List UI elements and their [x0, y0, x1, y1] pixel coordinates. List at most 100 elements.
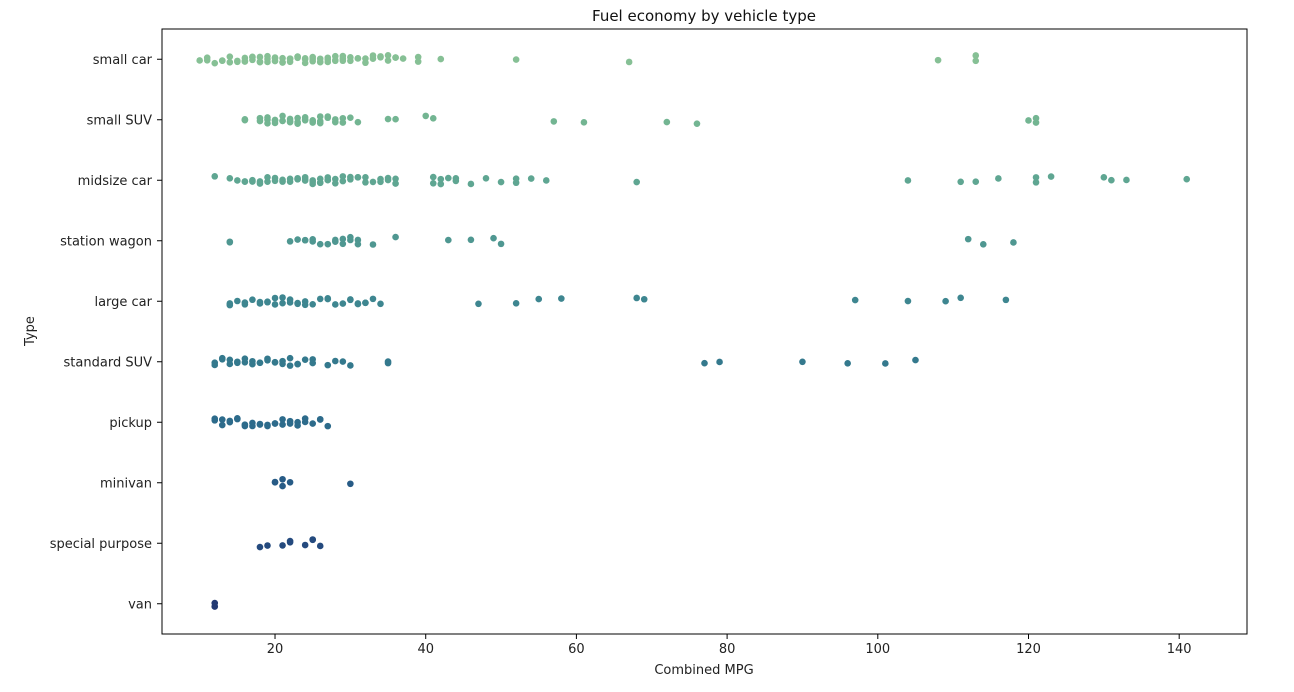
- data-point: [331, 357, 339, 365]
- data-point: [226, 53, 234, 60]
- data-point: [716, 358, 723, 366]
- data-point: [241, 116, 249, 124]
- data-point: [294, 120, 301, 127]
- data-point: [377, 53, 384, 60]
- data-point: [316, 542, 324, 550]
- data-point: [580, 119, 588, 126]
- data-point: [414, 53, 422, 61]
- data-point: [347, 236, 354, 244]
- data-point: [309, 536, 316, 543]
- chart-title: Fuel economy by vehicle type: [592, 7, 816, 25]
- data-point: [294, 360, 301, 368]
- data-point: [979, 241, 987, 248]
- data-point: [218, 354, 226, 362]
- data-point: [301, 298, 309, 305]
- data-point: [279, 475, 286, 483]
- data-point: [1123, 176, 1130, 184]
- data-point: [972, 178, 980, 185]
- y-tick-label: van: [128, 597, 152, 612]
- data-point: [535, 295, 543, 303]
- data-point: [309, 235, 316, 243]
- data-point: [264, 120, 271, 127]
- data-point: [663, 118, 671, 126]
- data-point: [234, 177, 241, 184]
- data-point: [241, 178, 249, 186]
- x-tick-label: 80: [719, 642, 736, 657]
- data-point: [324, 174, 332, 181]
- data-point: [384, 176, 392, 184]
- data-point: [226, 360, 234, 368]
- data-point: [369, 241, 377, 248]
- data-point: [271, 174, 279, 182]
- data-point: [294, 299, 301, 307]
- data-point: [339, 55, 347, 62]
- data-point: [437, 175, 445, 183]
- data-point: [226, 417, 234, 425]
- data-point: [279, 482, 286, 490]
- data-point: [550, 118, 558, 125]
- data-point: [256, 58, 264, 66]
- data-point: [264, 355, 271, 363]
- data-point: [324, 240, 332, 248]
- data-point: [211, 603, 219, 610]
- data-point: [972, 52, 980, 59]
- data-point: [271, 358, 279, 366]
- data-point: [286, 362, 294, 369]
- y-tick-label: small SUV: [87, 113, 153, 128]
- data-point: [377, 300, 384, 308]
- data-point: [309, 300, 316, 308]
- y-tick-label: midsize car: [78, 174, 153, 189]
- data-point: [339, 177, 347, 185]
- data-point: [475, 300, 482, 308]
- data-point: [497, 240, 505, 248]
- data-point: [354, 240, 362, 248]
- data-point: [339, 300, 347, 307]
- data-point: [286, 178, 294, 186]
- data-point: [301, 541, 309, 549]
- data-point: [249, 176, 256, 184]
- y-tick-label: station wagon: [60, 234, 152, 249]
- data-point: [249, 422, 256, 430]
- data-point: [437, 55, 445, 63]
- data-point: [362, 173, 369, 181]
- data-point: [256, 359, 264, 367]
- data-point: [467, 180, 475, 188]
- data-point: [309, 177, 316, 184]
- data-point: [399, 55, 407, 62]
- data-point: [309, 420, 316, 427]
- data-point: [226, 238, 234, 246]
- data-point: [957, 178, 964, 186]
- data-point: [249, 296, 256, 304]
- data-points: [196, 52, 1191, 610]
- data-point: [1032, 114, 1040, 122]
- y-tick-label: standard SUV: [64, 355, 153, 370]
- data-point: [316, 175, 324, 183]
- data-point: [279, 416, 286, 423]
- data-point: [882, 360, 889, 367]
- x-tick-label: 120: [1016, 642, 1041, 657]
- data-point: [904, 297, 912, 305]
- data-point: [241, 355, 249, 363]
- data-point: [354, 55, 362, 62]
- data-point: [851, 296, 859, 304]
- data-point: [309, 359, 316, 367]
- data-point: [279, 299, 286, 307]
- data-point: [226, 300, 234, 307]
- data-point: [256, 543, 264, 551]
- data-point: [316, 58, 324, 66]
- data-point: [203, 56, 211, 64]
- data-point: [256, 298, 264, 306]
- data-point: [497, 178, 505, 186]
- y-tick-label: special purpose: [50, 537, 152, 552]
- data-point: [354, 173, 362, 181]
- data-point: [957, 294, 964, 302]
- data-point: [934, 56, 942, 64]
- data-point: [542, 177, 550, 184]
- y-tick-label: small car: [93, 53, 153, 68]
- data-point: [286, 117, 294, 125]
- data-point: [286, 58, 294, 66]
- data-point: [339, 240, 347, 248]
- data-point: [414, 58, 422, 65]
- data-point: [331, 118, 339, 126]
